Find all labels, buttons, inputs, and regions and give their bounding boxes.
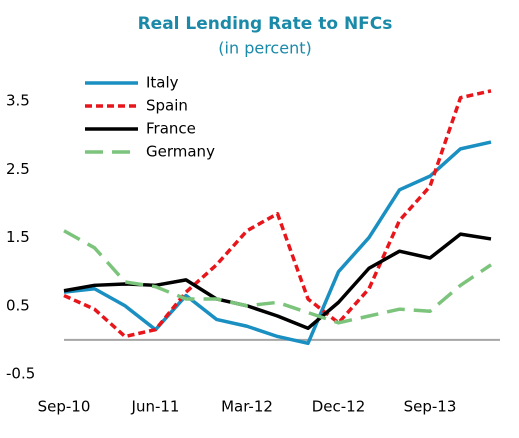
x-tick-label: Dec-12 [312,398,366,416]
y-tick-label: 0.5 [6,296,30,314]
line-series [63,229,492,325]
legend-label: Germany [146,143,215,161]
x-tick-label: Jun-11 [131,398,180,416]
legend-label: France [146,120,196,138]
y-tick-label: -0.5 [6,365,35,383]
y-tick-label: 3.5 [6,92,30,110]
chart-title: Real Lending Rate to NFCs [138,14,393,34]
x-tick-label: Sep-13 [404,398,457,416]
y-tick-label: 1.5 [6,228,30,246]
x-tick-label: Sep-10 [38,398,91,416]
line-series [63,140,492,346]
x-tick-label: Mar-12 [221,398,273,416]
legend-label: Spain [146,97,188,115]
line-series [63,89,492,339]
chart-subtitle: (in percent) [218,39,311,58]
y-tick-label: 2.5 [6,160,30,178]
legend-label: Italy [146,74,179,92]
